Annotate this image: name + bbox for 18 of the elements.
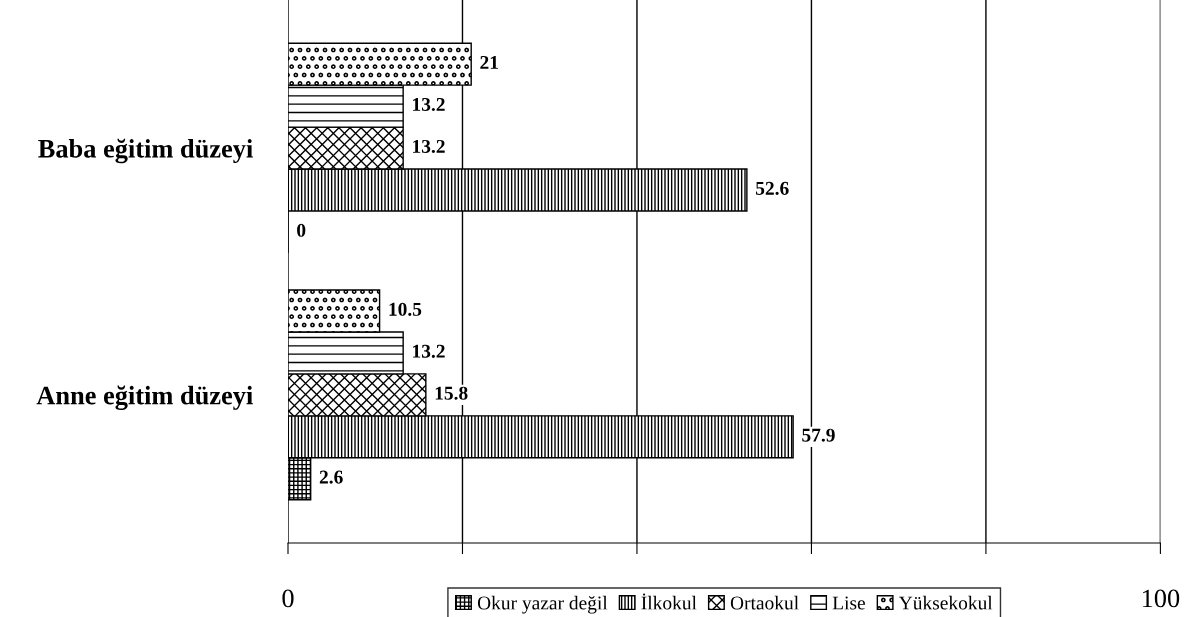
legend-label: İlkokul	[641, 593, 697, 610]
data-label: 13.2	[413, 344, 445, 358]
data-label: 52.6	[755, 181, 789, 195]
data-label: 13.2	[413, 97, 445, 112]
data-label: 0	[297, 223, 306, 237]
data-label: 57.9	[802, 428, 835, 442]
y-tick-label: Baba eğitim düzeyi	[38, 138, 253, 164]
data-label: 10.5	[389, 302, 422, 316]
data-label: 15.8	[435, 386, 468, 400]
data-label: 2.6	[319, 470, 343, 484]
legend-label: Ortaokul	[730, 595, 799, 610]
y-tick-label: Anne eğitim düzeyi	[36, 385, 253, 410]
legend-label: Lise	[832, 596, 865, 610]
legend-label: Okur yazar değil	[477, 595, 608, 614]
data-label: 21	[480, 55, 498, 69]
x-tick-label: 100	[1142, 589, 1180, 608]
data-label: 13.2	[413, 139, 445, 154]
legend-label: Yüksekokul	[898, 595, 993, 610]
